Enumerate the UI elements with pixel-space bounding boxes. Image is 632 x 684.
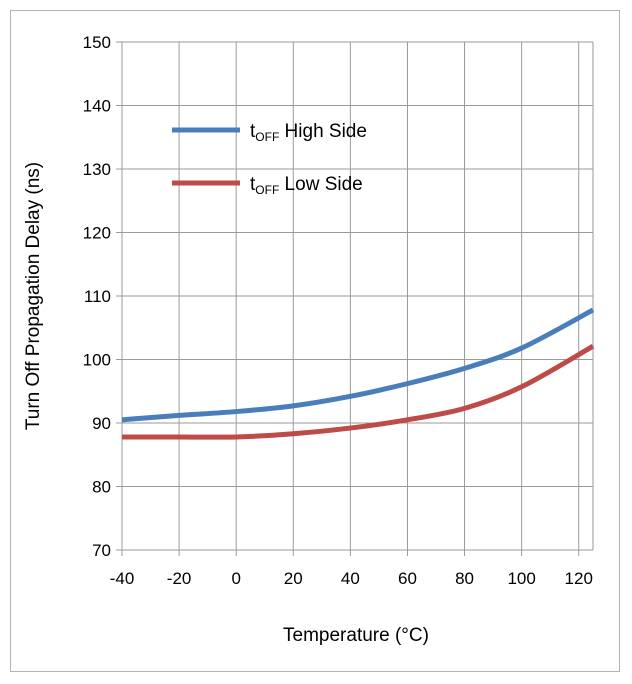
y-tick-label: 70 [92, 541, 111, 560]
tick-labels: 70 80 90 100 110 120 130 140 150 -40 -20 0 20 40 60 80 1… [83, 33, 593, 588]
x-tick-label: 0 [231, 569, 240, 588]
y-tick-label: 110 [84, 287, 111, 306]
gridlines [116, 41, 594, 556]
y-tick-label: 90 [92, 414, 111, 433]
y-axis-title: Turn Off Propagation Delay (ns) [23, 162, 44, 430]
y-tick-label: 80 [92, 478, 111, 497]
x-tick-label: 120 [565, 569, 593, 588]
y-tick-label: 150 [83, 33, 111, 52]
series-line-high-side [121, 307, 595, 423]
x-tick-label: 20 [284, 569, 303, 588]
x-tick-label: -20 [167, 569, 192, 588]
y-tick-label: 120 [83, 224, 111, 243]
legend-label-high-side: tOFF High Side [250, 121, 367, 144]
series-lines [121, 307, 595, 440]
x-tick-label: 60 [398, 569, 417, 588]
x-tick-label: 100 [507, 569, 535, 588]
series-line-low-side [121, 343, 595, 440]
legend: tOFF High Side tOFF Low Side [172, 121, 367, 197]
y-tick-label: 140 [83, 97, 111, 116]
legend-label-low-side: tOFF Low Side [250, 174, 363, 197]
y-tick-label: 100 [83, 351, 111, 370]
x-tick-label: 40 [341, 569, 360, 588]
x-axis-title: Temperature (°C) [283, 625, 429, 646]
chart-frame [10, 10, 620, 672]
x-tick-label: 80 [455, 569, 474, 588]
y-tick-label: 130 [83, 160, 111, 179]
x-tick-label: -40 [110, 569, 135, 588]
